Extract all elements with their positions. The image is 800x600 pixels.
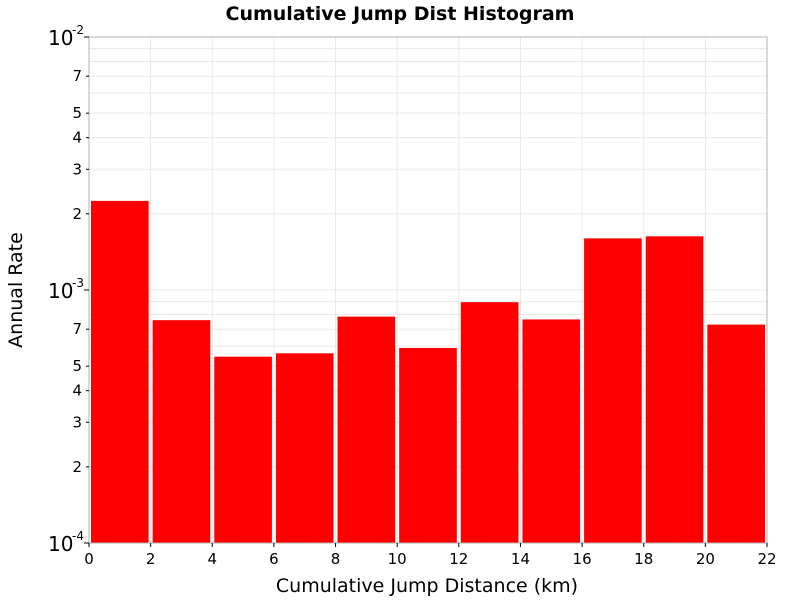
x-axis-label: Cumulative Jump Distance (km) — [276, 575, 578, 597]
x-tick-label: 12 — [449, 550, 468, 568]
histogram-bar — [522, 319, 581, 543]
histogram-bar — [399, 347, 457, 543]
y-tick-label-minor: 2 — [72, 458, 82, 476]
x-tick-label: 2 — [146, 550, 156, 568]
x-tick-label: 10 — [388, 550, 407, 568]
y-tick-label-major: 10 — [48, 532, 73, 556]
y-tick-label-minor: 7 — [72, 67, 82, 85]
histogram-bar — [460, 302, 519, 543]
x-tick-label: 18 — [634, 550, 653, 568]
x-tick-label: 14 — [511, 550, 530, 568]
x-tick-label: 16 — [573, 550, 592, 568]
histogram-bar — [91, 200, 149, 543]
x-tick-label: 20 — [696, 550, 715, 568]
histogram-bar — [645, 236, 704, 544]
x-axis-ticks: 0 2 4 6 8 10 12 14 16 18 20 22 — [84, 543, 777, 568]
x-tick-label: 0 — [84, 550, 94, 568]
x-tick-label: 4 — [207, 550, 217, 568]
histogram-bar — [275, 353, 334, 543]
y-tick-label-minor: 3 — [72, 160, 82, 178]
y-tick-label-minor: 3 — [72, 413, 82, 431]
histogram-bar — [584, 238, 642, 543]
histogram-bar — [337, 316, 396, 543]
y-tick-label-minor: 7 — [72, 320, 82, 338]
histogram-bar — [152, 320, 211, 543]
y-axis-label: Annual Rate — [5, 232, 27, 348]
histogram-bar — [707, 324, 765, 543]
y-tick-label-minor: 5 — [72, 104, 82, 122]
y-tick-exponent: -2 — [72, 23, 84, 37]
y-tick-label-minor: 4 — [72, 382, 82, 400]
y-tick-label-minor: 2 — [72, 205, 82, 223]
y-tick-label-minor: 4 — [72, 129, 82, 147]
bars — [91, 200, 765, 544]
y-tick-label-major: 10 — [48, 279, 73, 303]
y-tick-exponent: -4 — [72, 529, 84, 543]
x-tick-label: 8 — [331, 550, 341, 568]
histogram-bar — [214, 356, 272, 543]
y-tick-exponent: -3 — [72, 276, 84, 290]
x-tick-label: 22 — [757, 550, 776, 568]
y-tick-label-minor: 5 — [72, 357, 82, 375]
x-tick-label: 6 — [269, 550, 279, 568]
chart-title: Cumulative Jump Dist Histogram — [226, 3, 575, 25]
y-tick-label-major: 10 — [48, 26, 73, 50]
